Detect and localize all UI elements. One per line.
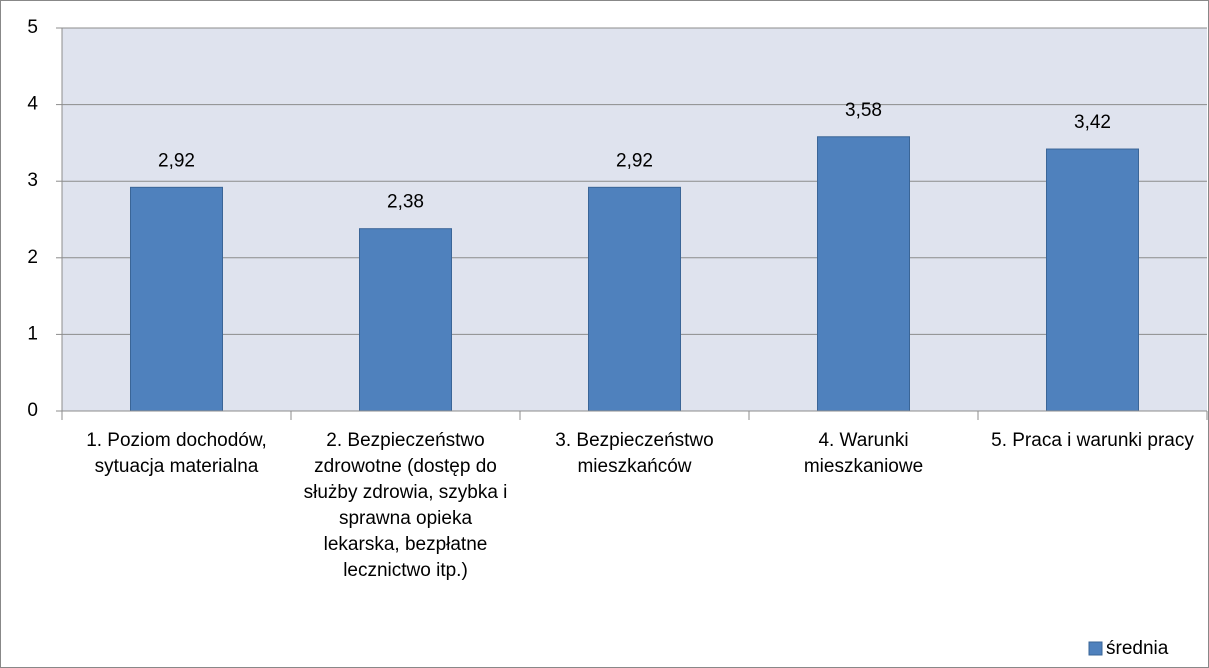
- x-tick-label: 2. Bezpieczeństwo zdrowotne (dostęp do s…: [303, 430, 508, 581]
- bar: [588, 186, 681, 412]
- legend-swatch: [1088, 641, 1103, 656]
- data-label: 3,42: [1074, 112, 1111, 133]
- x-tick-label: 3. Bezpieczeństwo mieszkańców: [555, 430, 714, 477]
- y-tick-label: 5: [27, 17, 38, 38]
- data-label: 2,92: [616, 150, 653, 171]
- data-label: 2,38: [387, 192, 424, 213]
- y-tick-label: 3: [27, 170, 38, 191]
- x-tick-label: 5. Praca i warunki pracy: [991, 430, 1194, 451]
- y-tick-label: 2: [27, 247, 38, 268]
- data-label: 2,92: [158, 150, 195, 171]
- data-label: 3,58: [845, 100, 882, 121]
- y-tick-label: 0: [27, 400, 38, 421]
- y-tick-label: 1: [27, 323, 38, 344]
- bar: [359, 228, 452, 412]
- bar: [130, 186, 223, 412]
- bar: [817, 136, 910, 412]
- legend-label: średnia: [1106, 638, 1169, 659]
- y-tick-label: 4: [27, 94, 38, 115]
- x-tick-label: 1. Poziom dochodów, sytuacja materialna: [86, 430, 267, 477]
- x-tick-label: 4. Warunki mieszkaniowe: [803, 430, 924, 477]
- bar: [1046, 148, 1139, 412]
